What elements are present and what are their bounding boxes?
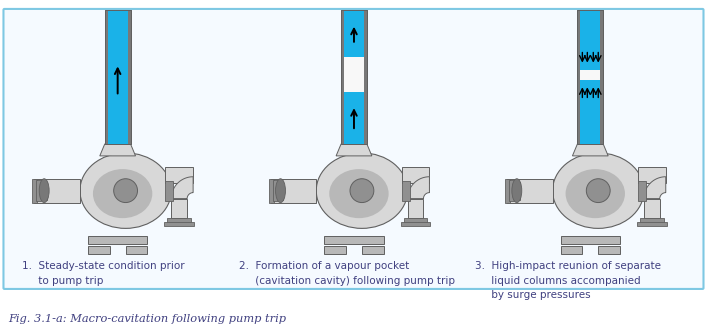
Bar — [505, 179, 510, 202]
Bar — [344, 57, 364, 92]
Polygon shape — [407, 177, 429, 199]
Text: Fig. 3.1-a: Macro-cavitation following pump trip: Fig. 3.1-a: Macro-cavitation following p… — [9, 314, 286, 324]
Bar — [127, 10, 130, 144]
Bar — [407, 199, 424, 218]
Bar — [402, 181, 409, 200]
Bar — [638, 181, 646, 200]
Bar — [515, 182, 520, 200]
Bar — [271, 179, 316, 202]
Bar — [580, 10, 600, 144]
Bar — [341, 10, 344, 144]
Bar — [34, 179, 80, 202]
Circle shape — [114, 179, 137, 202]
Polygon shape — [644, 177, 666, 199]
Bar — [560, 246, 582, 254]
Bar — [105, 10, 130, 144]
Bar — [324, 236, 384, 244]
Polygon shape — [336, 144, 372, 156]
Ellipse shape — [329, 169, 389, 218]
Bar — [364, 10, 367, 144]
Bar — [344, 92, 364, 144]
Ellipse shape — [316, 153, 407, 229]
Text: 3.  High-impact reunion of separate
     liquid columns accompanied
     by surg: 3. High-impact reunion of separate liqui… — [475, 261, 661, 300]
Bar — [580, 69, 600, 81]
Bar — [577, 10, 603, 144]
Bar — [362, 246, 384, 254]
Bar — [88, 236, 147, 244]
Bar — [324, 246, 346, 254]
Ellipse shape — [553, 153, 644, 229]
Bar — [125, 246, 147, 254]
Bar — [577, 10, 603, 144]
Bar — [88, 246, 110, 254]
Bar — [167, 218, 191, 223]
Bar — [577, 10, 580, 144]
Bar — [172, 199, 187, 218]
Ellipse shape — [276, 179, 286, 202]
Bar — [105, 10, 108, 144]
Circle shape — [350, 179, 374, 202]
Ellipse shape — [512, 179, 522, 202]
Bar — [402, 167, 429, 183]
Bar — [401, 222, 431, 226]
Bar — [341, 10, 367, 144]
Bar — [404, 218, 427, 223]
Polygon shape — [572, 144, 608, 156]
Bar — [598, 246, 620, 254]
Ellipse shape — [80, 153, 172, 229]
Ellipse shape — [565, 169, 625, 218]
Bar — [560, 236, 620, 244]
Bar — [105, 10, 130, 144]
Bar — [32, 179, 37, 202]
Bar — [637, 222, 666, 226]
Bar — [108, 10, 127, 144]
Polygon shape — [172, 177, 193, 199]
Bar — [165, 181, 173, 200]
Text: 2.  Formation of a vapour pocket
     (cavitation cavity) following pump trip: 2. Formation of a vapour pocket (cavitat… — [239, 261, 455, 286]
Bar — [164, 222, 194, 226]
Bar — [268, 179, 273, 202]
Bar — [344, 10, 364, 57]
Bar — [640, 218, 664, 223]
Bar — [509, 180, 514, 201]
Bar — [278, 182, 283, 200]
Bar — [36, 180, 41, 201]
Bar — [165, 167, 193, 183]
Bar — [638, 167, 666, 183]
Bar — [600, 10, 603, 144]
Ellipse shape — [39, 179, 49, 202]
Bar — [644, 199, 660, 218]
Text: 1.  Steady-state condition prior
     to pump trip: 1. Steady-state condition prior to pump … — [22, 261, 185, 286]
FancyBboxPatch shape — [4, 9, 703, 289]
Bar — [341, 10, 367, 144]
Polygon shape — [100, 144, 135, 156]
Ellipse shape — [93, 169, 152, 218]
Bar — [273, 180, 278, 201]
Bar — [507, 179, 553, 202]
Bar — [42, 182, 47, 200]
Circle shape — [586, 179, 610, 202]
